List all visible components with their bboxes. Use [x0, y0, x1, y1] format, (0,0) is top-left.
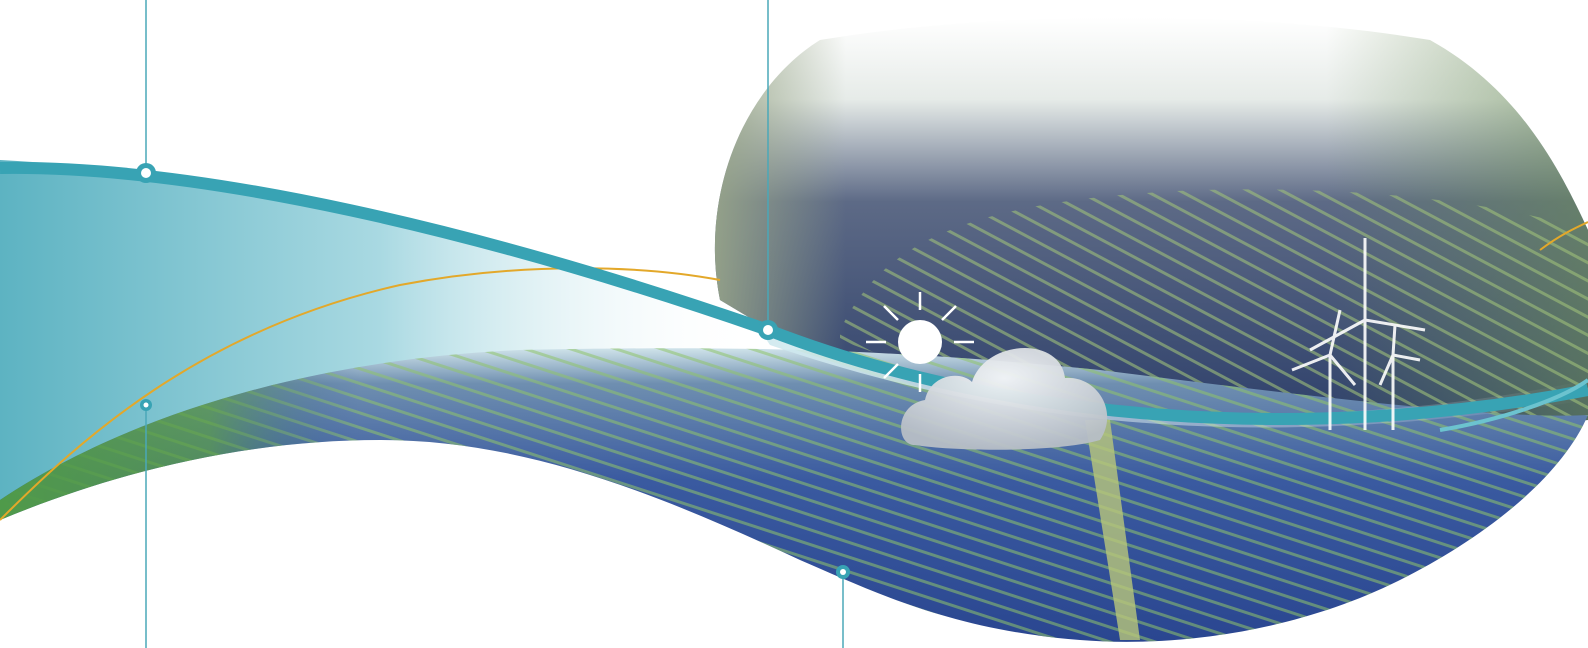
curve-nodes: [136, 163, 850, 579]
field-road: [1085, 420, 1140, 640]
sky-band: [0, 160, 760, 510]
connector-lines: [145, 0, 844, 648]
sun-icon: [866, 292, 974, 392]
cloud-icon: [901, 348, 1108, 450]
accent-line: [0, 267, 721, 521]
curve-accent: [1439, 378, 1588, 432]
wind-turbines: [1291, 238, 1426, 430]
accent-line: [1539, 221, 1588, 251]
field-grass: [0, 350, 600, 520]
